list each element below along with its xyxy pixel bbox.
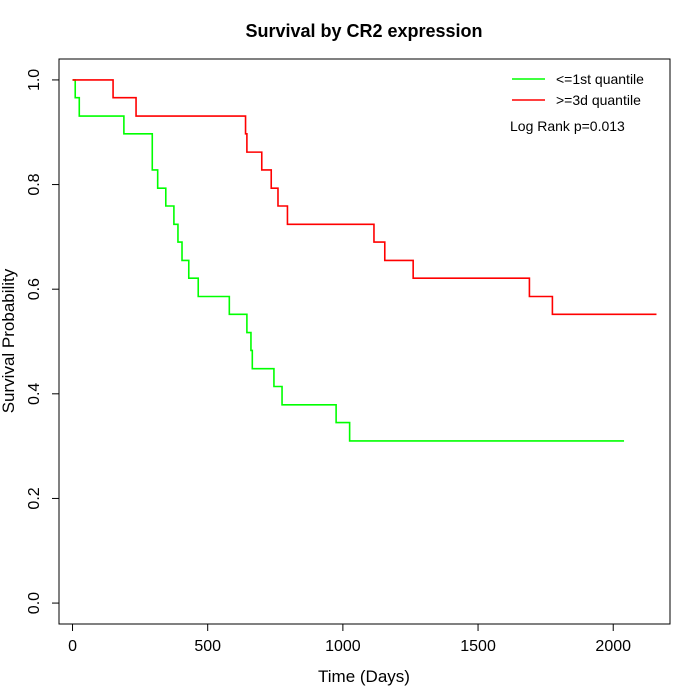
x-tick-label: 1000 [325, 638, 361, 655]
x-tick-label: 2000 [595, 638, 631, 655]
survival-curve-low [72, 79, 625, 442]
x-axis-label: Time (Days) [318, 667, 410, 686]
y-tick-label: 1.0 [26, 69, 43, 91]
x-tick-label: 1500 [460, 638, 496, 655]
log-rank-annotation: Log Rank p=0.013 [510, 118, 625, 134]
legend-label: >=3d quantile [556, 92, 641, 108]
y-tick-label: 0.2 [26, 487, 43, 509]
chart-title: Survival by CR2 expression [245, 21, 482, 41]
y-tick-label: 0.0 [26, 592, 43, 614]
y-axis: 0.0 0.2 0.4 0.6 0.8 1.0 [26, 69, 60, 614]
y-axis-label: Survival Probability [0, 268, 18, 413]
x-axis: 0 500 1000 1500 2000 [68, 623, 631, 655]
legend: <=1st quantile >=3d quantile [512, 71, 644, 108]
legend-label: <=1st quantile [556, 71, 644, 87]
x-tick-label: 500 [194, 638, 221, 655]
series-layer [72, 79, 657, 442]
plot-frame [58, 58, 671, 625]
survival-curve-high [72, 79, 657, 316]
y-tick-label: 0.8 [26, 173, 43, 195]
y-tick-label: 0.4 [26, 383, 43, 405]
y-tick-label: 0.6 [26, 278, 43, 300]
x-tick-label: 0 [68, 638, 77, 655]
